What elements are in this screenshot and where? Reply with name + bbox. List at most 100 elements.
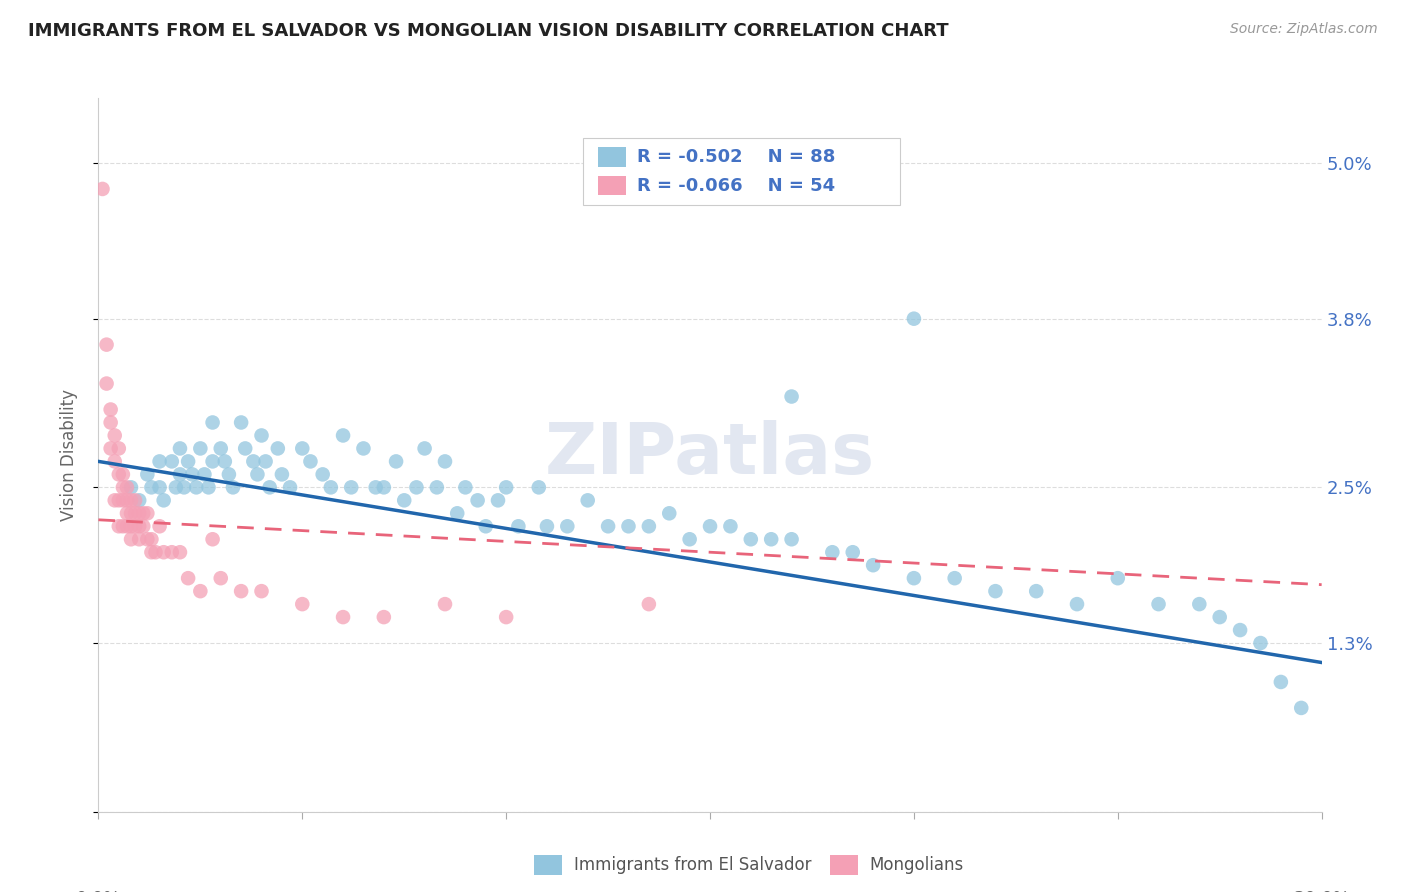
Point: [141, 533, 163, 547]
Point: [231, 584, 253, 599]
Point: [299, 454, 322, 468]
Point: [679, 533, 702, 547]
Point: [638, 519, 661, 533]
Point: [352, 442, 374, 456]
Point: [115, 519, 138, 533]
Point: [128, 519, 150, 533]
Point: [120, 533, 142, 547]
Point: [120, 506, 142, 520]
Point: [149, 480, 172, 494]
Point: [392, 493, 416, 508]
Point: [1209, 610, 1232, 624]
Point: [169, 442, 191, 456]
Point: [141, 480, 163, 494]
Point: [699, 519, 721, 533]
Point: [152, 545, 174, 559]
Point: [128, 493, 150, 508]
Point: [1249, 636, 1271, 650]
Point: [821, 545, 844, 559]
Point: [617, 519, 640, 533]
Point: [332, 610, 354, 624]
Point: [1147, 597, 1170, 611]
Point: [557, 519, 579, 533]
Point: [115, 493, 138, 508]
Point: [486, 493, 509, 508]
Point: [108, 493, 131, 508]
Point: [108, 467, 131, 482]
Point: [242, 454, 264, 468]
Point: [201, 533, 224, 547]
Point: [278, 480, 301, 494]
Point: [160, 454, 183, 468]
Text: Immigrants from El Salvador: Immigrants from El Salvador: [574, 856, 811, 874]
Point: [291, 442, 314, 456]
Point: [246, 467, 269, 482]
Point: [149, 454, 172, 468]
Point: [128, 533, 150, 547]
Point: [495, 480, 517, 494]
Point: [943, 571, 966, 585]
Point: [108, 519, 131, 533]
Point: [177, 454, 200, 468]
Point: [104, 428, 127, 442]
Point: [177, 571, 200, 585]
Point: [124, 493, 146, 508]
Point: [364, 480, 387, 494]
Point: [467, 493, 489, 508]
Point: [495, 610, 517, 624]
Point: [434, 597, 457, 611]
Text: Mongolians: Mongolians: [869, 856, 963, 874]
Point: [319, 480, 342, 494]
Point: [100, 416, 122, 430]
Point: [104, 493, 127, 508]
Text: ZIPatlas: ZIPatlas: [546, 420, 875, 490]
Point: [181, 467, 204, 482]
Point: [332, 428, 354, 442]
Point: [270, 467, 294, 482]
Point: [231, 416, 253, 430]
Point: [165, 480, 187, 494]
Point: [91, 182, 114, 196]
Point: [201, 416, 224, 430]
Point: [446, 506, 468, 520]
Point: [214, 454, 236, 468]
Point: [100, 402, 122, 417]
Point: [188, 442, 212, 456]
Point: [96, 337, 118, 351]
Y-axis label: Vision Disability: Vision Disability: [59, 389, 77, 521]
Point: [115, 480, 138, 494]
Point: [120, 493, 142, 508]
Point: [385, 454, 408, 468]
Point: [188, 584, 212, 599]
Point: [233, 442, 256, 456]
Point: [250, 584, 273, 599]
Point: [111, 493, 134, 508]
Text: 30.0%: 30.0%: [1294, 889, 1350, 892]
Point: [740, 533, 762, 547]
Point: [761, 533, 783, 547]
Point: [124, 519, 146, 533]
Point: [209, 571, 232, 585]
Point: [108, 442, 131, 456]
Point: [434, 454, 457, 468]
Point: [373, 480, 395, 494]
Point: [1291, 701, 1313, 715]
Point: [149, 519, 172, 533]
Point: [100, 442, 122, 456]
Point: [598, 519, 620, 533]
Point: [115, 506, 138, 520]
Point: [720, 519, 742, 533]
Point: [841, 545, 863, 559]
Point: [169, 467, 191, 482]
Point: [141, 545, 163, 559]
Point: [454, 480, 477, 494]
Text: IMMIGRANTS FROM EL SALVADOR VS MONGOLIAN VISION DISABILITY CORRELATION CHART: IMMIGRANTS FROM EL SALVADOR VS MONGOLIAN…: [28, 22, 949, 40]
Point: [903, 571, 925, 585]
Point: [132, 519, 155, 533]
Point: [780, 390, 803, 404]
Point: [145, 545, 167, 559]
Point: [527, 480, 550, 494]
Text: 0.0%: 0.0%: [76, 889, 121, 892]
Point: [508, 519, 530, 533]
Point: [120, 519, 142, 533]
